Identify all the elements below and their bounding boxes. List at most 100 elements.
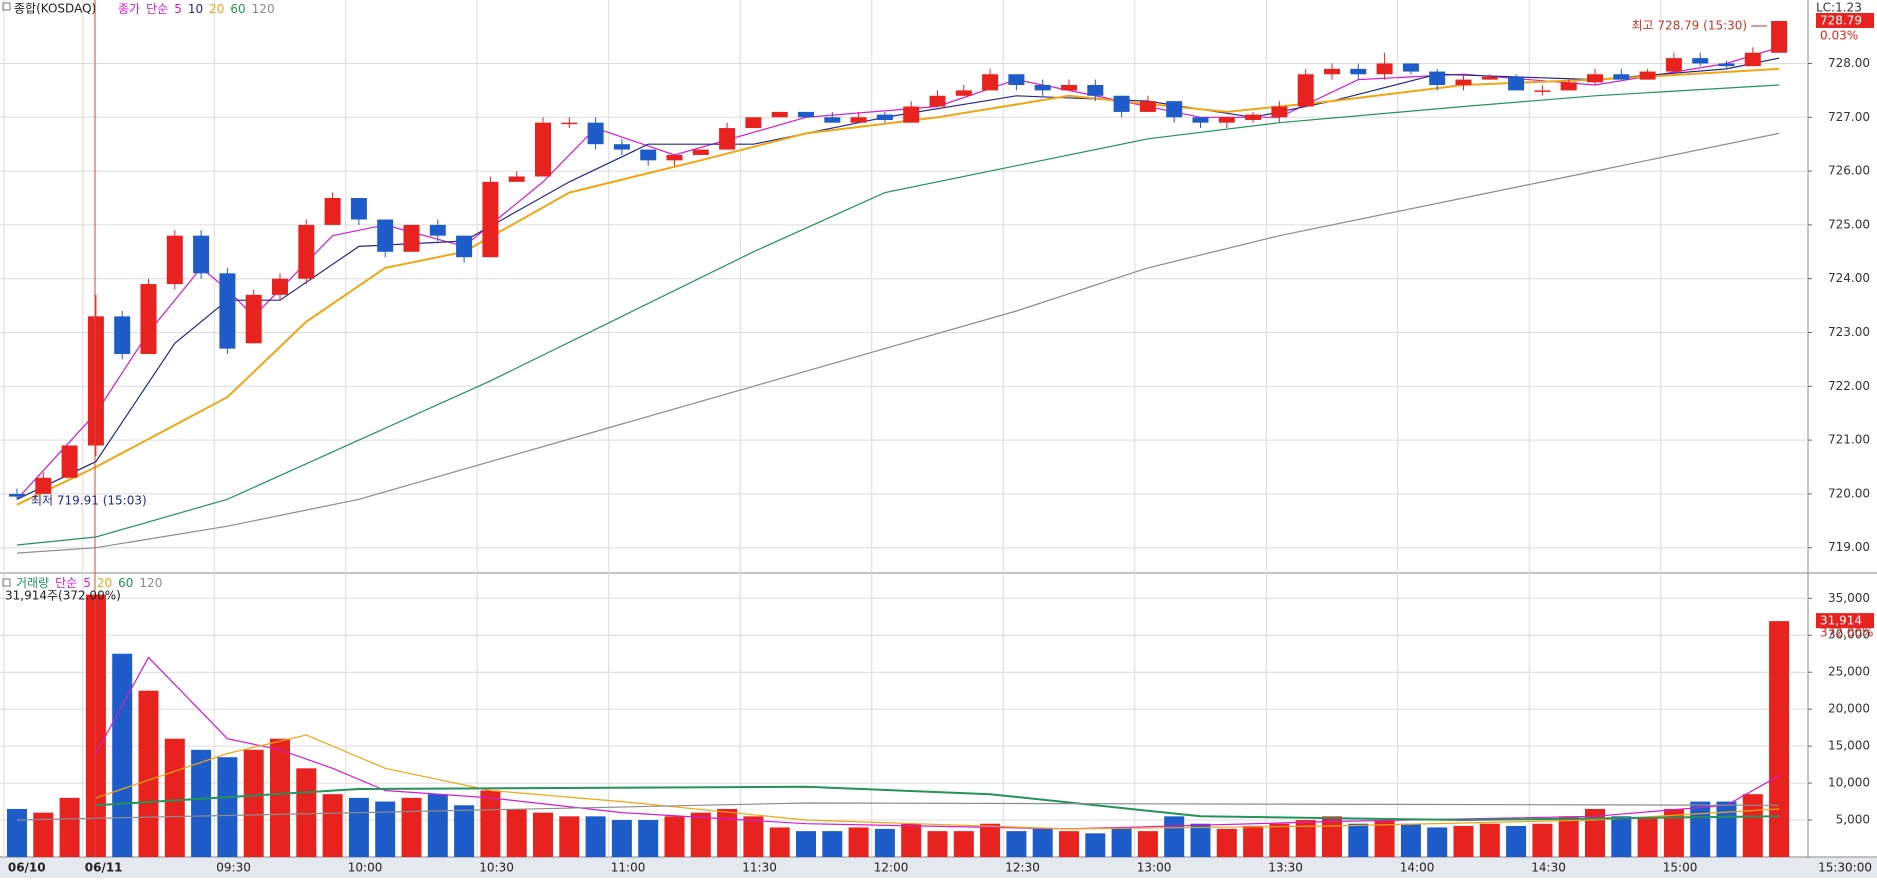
candle-body [1350,68,1367,75]
volume-bar [1295,820,1316,857]
x-tick-label: 14:00 [1400,861,1435,875]
volume-bar [874,828,895,857]
volume-bar [191,749,212,857]
candle-body [429,224,446,236]
x-tick-label: 06/11 [85,861,123,875]
candle-body [9,493,25,497]
candle-body [1218,117,1235,123]
candle-body [1376,63,1393,75]
x-tick-label: 14:30 [1531,861,1566,875]
y-tick-label: 721.00 [1828,433,1870,447]
legend-entry: 120 [252,2,275,16]
volume-bar [506,808,527,857]
low-annotation: 최저 719.91 (15:03) [31,493,147,507]
last-volume-ratio: 372.00% [1820,626,1873,640]
volume-bar [164,738,185,857]
y-tick-label: 724.00 [1828,271,1870,285]
volume-bar [1637,818,1658,857]
legend-entry: 60 [230,2,245,16]
moving-average-line [16,802,1780,821]
high-annotation: 최고 728.79 (15:30) [1631,18,1747,32]
y-tick-label: 30,000 [1828,628,1870,642]
volume-bar [1769,621,1790,857]
volume-bar [454,805,475,857]
volume-bar [1348,823,1369,857]
y-tick-label: 726.00 [1828,164,1870,178]
candle-body [245,294,262,344]
volume-bar [1190,823,1211,857]
volume-bar [611,820,632,857]
volume-info: 31,914주(372.00%) [5,589,121,603]
volume-bar [559,816,580,857]
volume-bar [270,738,290,857]
candle-body [1455,79,1472,86]
last-change: 0.03% [1820,28,1858,42]
volume-bar [1111,827,1132,857]
candle-body [1297,74,1314,107]
candle-body [35,477,52,494]
candle-body [1139,101,1156,112]
moving-average-line [16,67,1780,506]
candle-body [377,219,394,252]
y-tick-label: 15,000 [1828,739,1870,753]
candle-body [1087,85,1104,96]
candle-body [1481,76,1498,80]
y-tick-label: 723.00 [1828,325,1870,339]
candle-body [219,273,236,349]
candle-body [456,235,473,258]
header-title: 종합(KOSDAQ) [14,2,96,16]
candle-body [1771,20,1788,53]
volume-bar [1243,825,1264,857]
candle-body [1034,85,1051,91]
candle-body [1271,106,1288,118]
candle-body [982,74,999,91]
candle-body [1008,74,1025,86]
y-tick-label: 25,000 [1828,665,1870,679]
legend-entry: 60 [118,576,133,590]
candle-body [1639,71,1656,80]
candle-body [613,144,630,150]
volume-bar [296,768,317,857]
moving-average-line [95,734,1780,830]
volume-bar [1453,825,1474,857]
candle-body [903,106,920,123]
volume-bar [1400,823,1421,857]
marks [7,20,1790,857]
candle-body [850,117,867,123]
legend-label: 거래량 [16,576,49,590]
x-tick-label: 15:00 [1663,861,1698,875]
moving-average-line [95,656,1780,830]
candle-body [114,316,131,355]
last-price: 728.79 [1820,13,1862,27]
y-tick-label: 35,000 [1828,591,1870,605]
volume-bar [585,816,606,857]
candle-body [719,128,736,150]
candle-body [1061,85,1077,91]
panel-icon[interactable] [2,578,11,587]
candle-body [1718,63,1735,67]
volume-bar [1085,833,1106,857]
candle-body [798,111,814,118]
x-tick-label: 11:30 [742,861,777,875]
x-tick-label: 12:30 [1005,861,1040,875]
volume-bar [1137,831,1158,857]
candle-body [1166,101,1183,118]
panel-icon[interactable] [2,2,11,11]
legend-ma-type: 단순 [55,576,77,590]
y-tick-label: 727.00 [1828,110,1870,124]
y-tick-label: 10,000 [1828,776,1870,790]
volume-bar [1032,828,1053,857]
x-tick-label: 12:00 [874,861,909,875]
candle-body [692,149,709,155]
y-tick-label: 20,000 [1828,702,1870,716]
candle-body [1192,117,1209,123]
candle-body [140,284,157,355]
volume-bar [33,812,54,857]
volume-bar [427,794,448,857]
candle-body [1665,58,1682,72]
volume-bar [717,808,738,857]
candle-body [955,90,972,96]
volume-bar [138,690,159,857]
volume-bar [1427,827,1448,857]
candle-body [929,95,946,107]
